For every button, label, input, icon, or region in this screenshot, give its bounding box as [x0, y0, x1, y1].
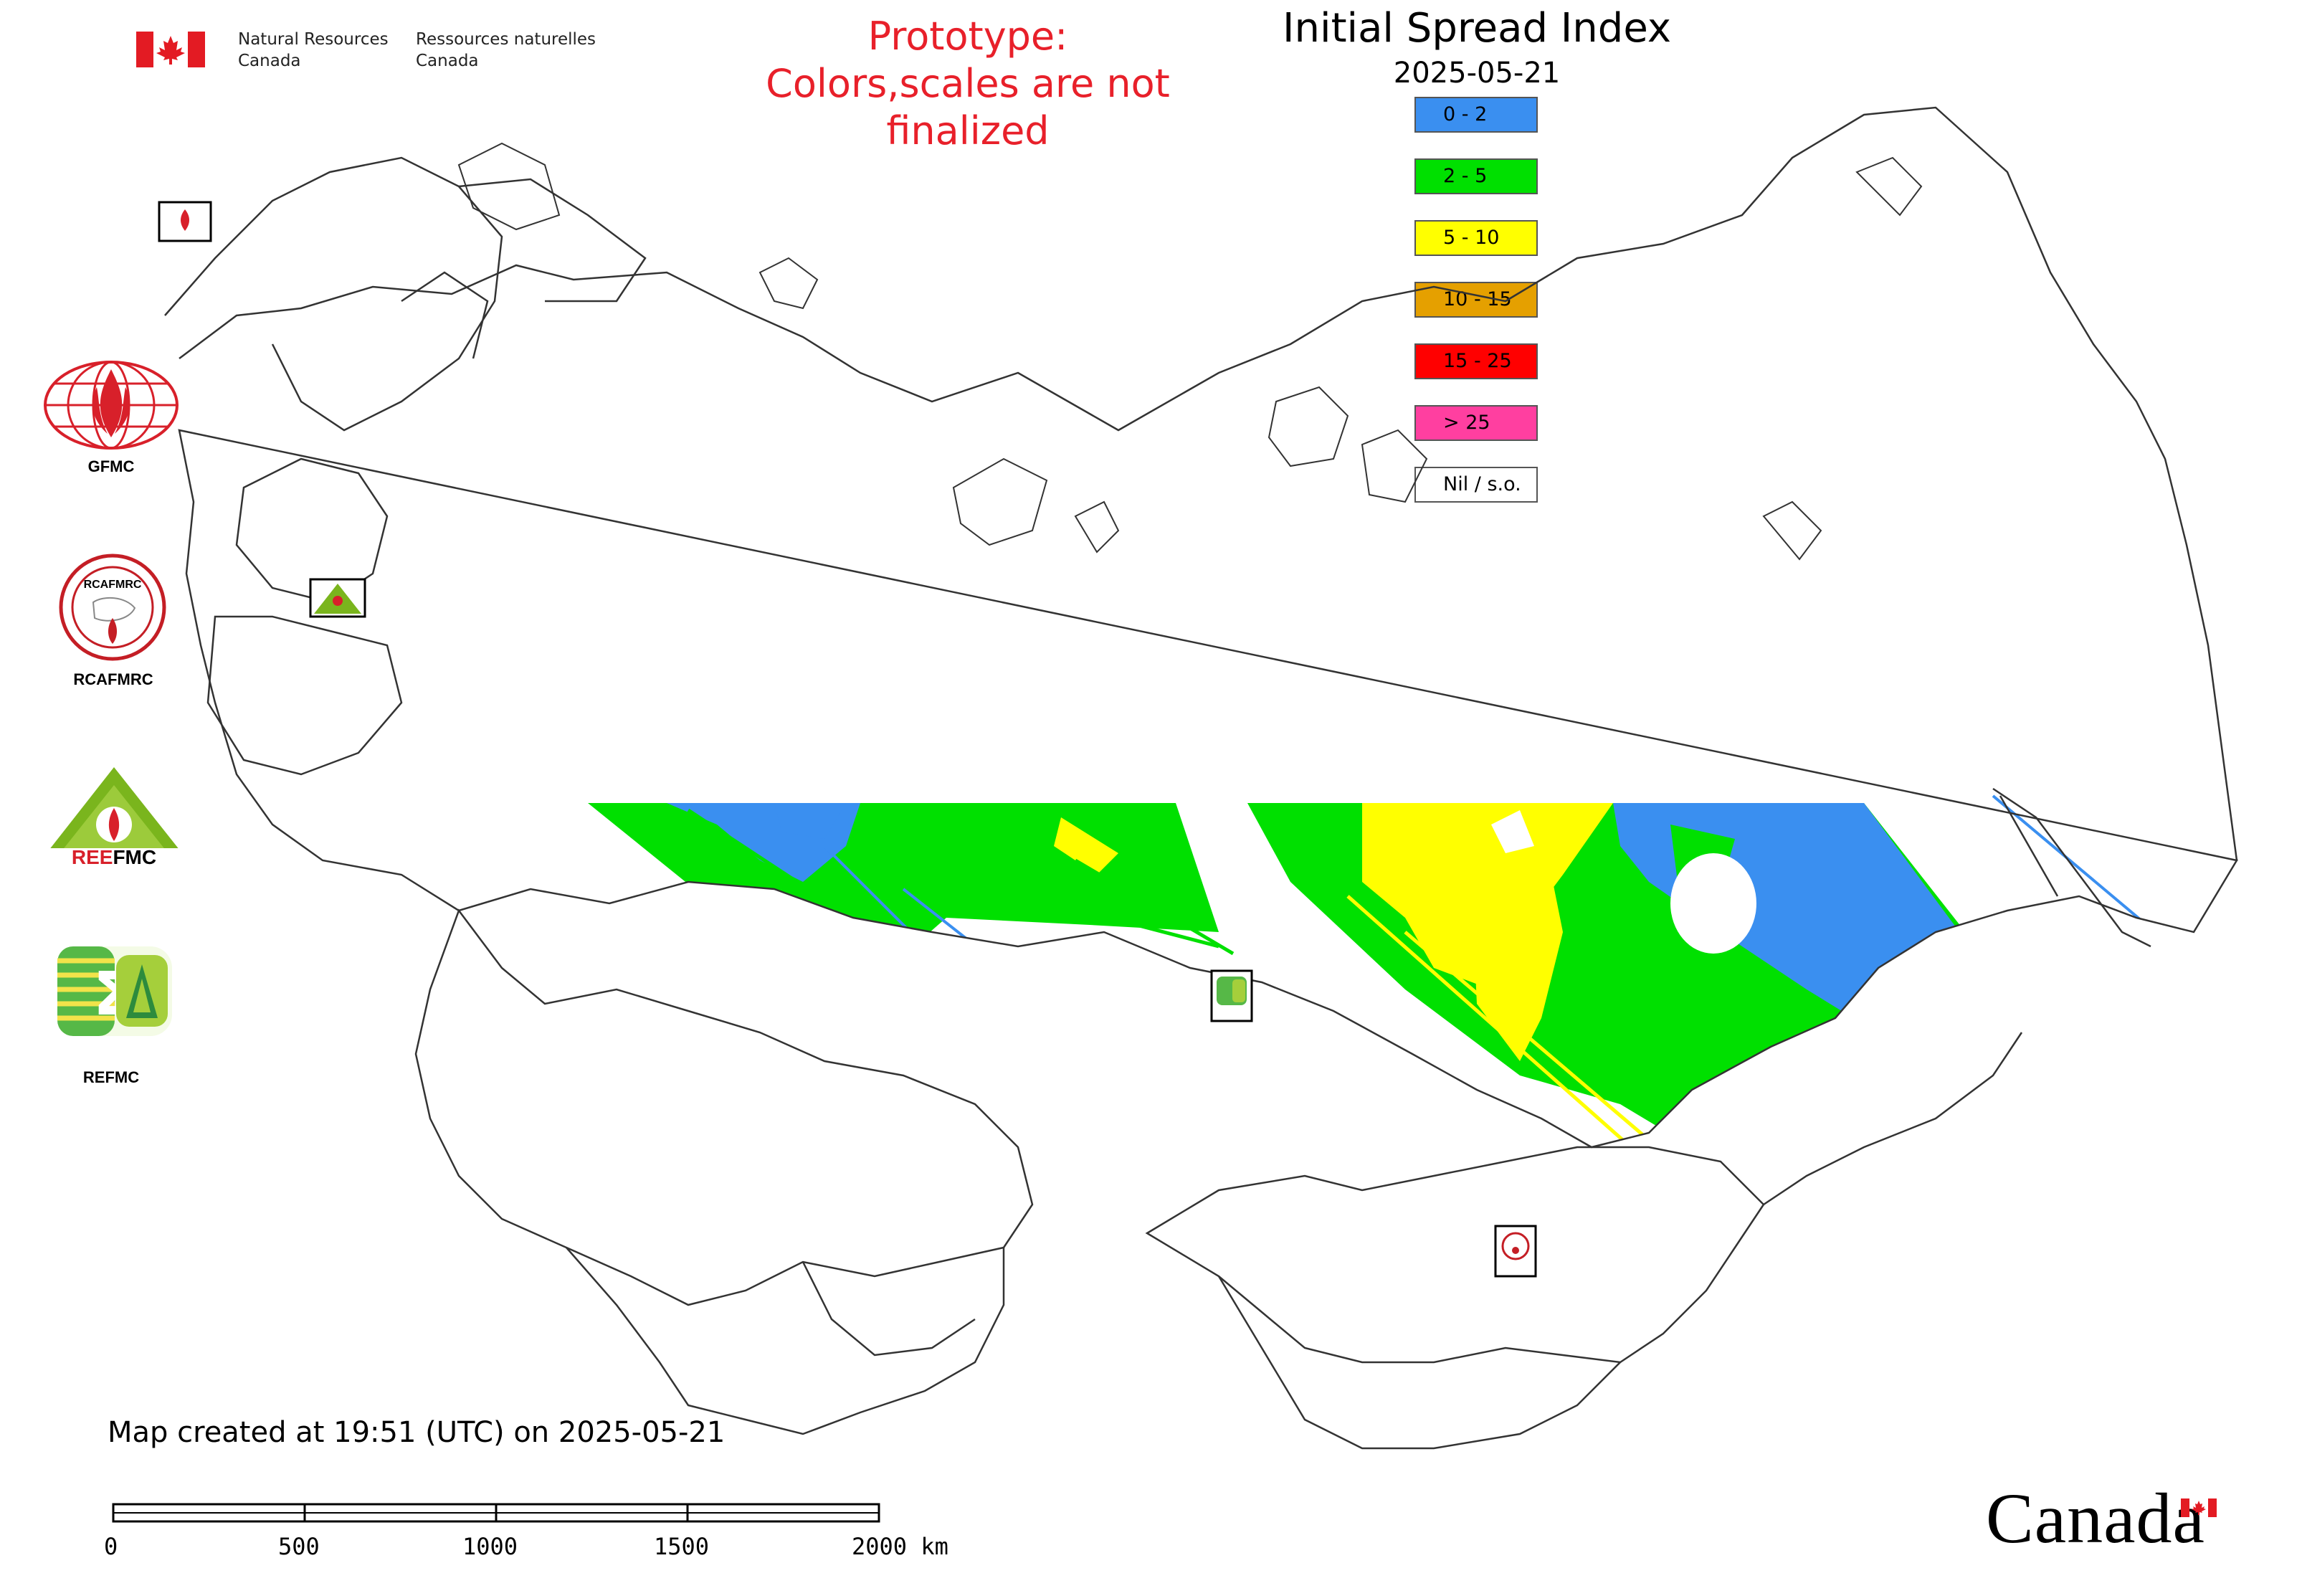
- legend-item-15-25: 15 - 25: [1414, 343, 1538, 379]
- svg-text:REEFMC: REEFMC: [72, 846, 156, 868]
- gfmc-marker-icon: [158, 201, 212, 242]
- map-title: Initial Spread Index: [1283, 5, 1671, 52]
- scale-label-500: 500: [278, 1533, 320, 1560]
- canada-wordmark-flag-icon: [2181, 1498, 2217, 1520]
- legend-item-0-2: 0 - 2: [1414, 97, 1538, 133]
- refmc-logo-icon: Σ: [57, 946, 172, 1039]
- svg-text:RCAFMRC: RCAFMRC: [84, 579, 142, 591]
- arctic-islands: [457, 142, 1923, 561]
- gfmc-logo-icon: [39, 358, 183, 462]
- scale-label-1500: 1500: [654, 1533, 710, 1560]
- legend-item-over-25: > 25: [1414, 405, 1538, 441]
- dept-name-english: Natural Resources Canada: [238, 30, 389, 70]
- dept-name-french: Ressources naturelles Canada: [416, 30, 596, 70]
- scale-label-2000: 2000 km: [852, 1533, 948, 1560]
- scale-label-1000: 1000: [462, 1533, 518, 1560]
- legend-item-nil: Nil / s.o.: [1414, 467, 1538, 503]
- legend-item-2-5: 2 - 5: [1414, 158, 1538, 194]
- refmc-marker-icon: [1210, 969, 1253, 1022]
- org-label-rcafmrc: RCAFMRC: [73, 670, 153, 688]
- map-created-text: Map created at 19:51 (UTC) on 2025-05-21: [108, 1416, 726, 1449]
- isi-raster: [588, 794, 2174, 1147]
- reefmc-marker-icon: [309, 578, 366, 618]
- reefmc-logo-icon: REEFMC: [37, 764, 191, 874]
- country-borders: [164, 106, 2238, 1450]
- scale-label-0: 0: [104, 1533, 118, 1560]
- org-label-refmc: REFMC: [82, 1068, 140, 1086]
- rcafmrc-logo-icon: RCAFMRC: [57, 552, 168, 666]
- canada-flag-icon: [136, 32, 205, 67]
- rcafmrc-marker-icon: [1494, 1225, 1537, 1278]
- canada-wordmark: Canada: [1986, 1478, 2205, 1558]
- map-date: 2025-05-21: [1393, 57, 1561, 90]
- scale-bar: [112, 1503, 880, 1523]
- prototype-notice: Prototype: Colors,scales are not finaliz…: [766, 14, 1170, 153]
- legend-item-5-10: 5 - 10: [1414, 220, 1538, 256]
- org-label-gfmc: GFMC: [87, 457, 135, 475]
